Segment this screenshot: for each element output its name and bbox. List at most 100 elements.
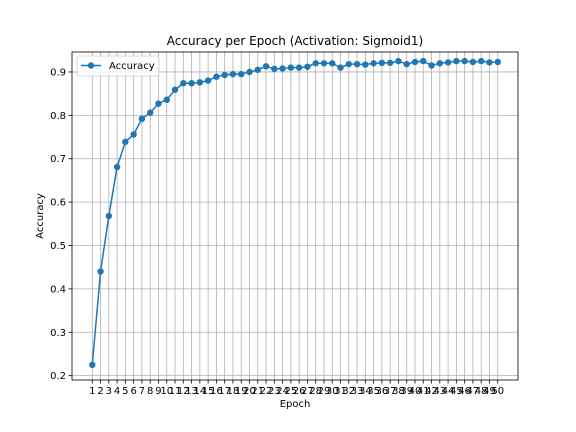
x-tick-label: 1 [89, 386, 95, 397]
y-axis-ticks: 0.2 0.3 0.4 0.5 0.6 0.7 0.8 0.9 [50, 67, 72, 382]
data-point [403, 60, 410, 68]
data-point [453, 57, 460, 65]
data-point [229, 70, 237, 78]
x-tick-label: 18 [227, 386, 240, 397]
data-point [122, 138, 129, 146]
data-point [97, 268, 104, 275]
data-point [477, 57, 485, 65]
data-point [213, 73, 220, 80]
data-point [246, 68, 253, 76]
data-point [428, 62, 435, 69]
data-point [196, 79, 204, 86]
x-tick-label: 28 [309, 386, 322, 397]
x-tick-label: 30 [326, 386, 339, 397]
y-tick-label: 0.6 [50, 198, 66, 209]
data-point [171, 86, 179, 93]
data-point [420, 57, 427, 65]
legend-label-accuracy: Accuracy [109, 61, 155, 72]
data-point [254, 66, 261, 73]
x-tick-label: 39 [400, 386, 413, 397]
x-tick-label: 31 [334, 386, 347, 397]
data-point [494, 58, 501, 66]
x-tick-label: 2 [97, 386, 103, 397]
x-tick-label: 43 [433, 386, 446, 397]
data-point [362, 61, 369, 68]
data-point [411, 58, 419, 66]
x-tick-label: 4 [114, 386, 120, 397]
data-point [238, 70, 245, 78]
y-axis-label: Accuracy [35, 193, 46, 239]
x-axis-ticks: 1 2 3 4 5 6 7 8 91011121314151617181920212223242… [89, 380, 504, 397]
x-tick-label: 26 [293, 386, 306, 397]
x-tick-label: 22 [260, 386, 273, 397]
legend-marker-swatch [87, 62, 95, 69]
y-tick-label: 0.4 [50, 284, 66, 295]
y-tick-label: 0.7 [50, 154, 66, 165]
data-point [337, 64, 344, 71]
x-tick-label: 36 [376, 386, 389, 397]
data-point [113, 163, 121, 171]
x-tick-label: 17 [218, 386, 231, 397]
x-tick-label: 13 [185, 386, 198, 397]
x-tick-label: 23 [268, 386, 281, 397]
data-point [271, 65, 278, 73]
data-point [188, 80, 195, 87]
x-tick-label: 24 [276, 386, 289, 397]
x-tick-label: 40 [409, 386, 422, 397]
x-tick-label: 29 [318, 386, 331, 397]
data-point [130, 131, 137, 138]
x-tick-label: 10 [160, 386, 173, 397]
legend: Accuracy [76, 55, 160, 77]
x-tick-label: 6 [130, 386, 136, 397]
x-tick-label: 42 [425, 386, 438, 397]
x-tick-label: 47 [467, 386, 480, 397]
x-tick-label: 15 [202, 386, 215, 397]
data-point [329, 60, 336, 67]
legend-box [76, 55, 160, 77]
x-tick-label: 38 [392, 386, 405, 397]
data-point [312, 60, 319, 67]
x-tick-label: 21 [251, 386, 264, 397]
data-point [204, 77, 212, 84]
x-tick-label: 27 [301, 386, 314, 397]
x-tick-label: 7 [139, 386, 145, 397]
x-tick-label: 16 [210, 386, 223, 397]
y-tick-label: 0.2 [50, 371, 66, 382]
y-tick-label: 0.3 [50, 328, 66, 339]
x-tick-label: 41 [417, 386, 430, 397]
data-point [353, 60, 361, 68]
data-point [320, 60, 328, 67]
data-point [163, 96, 170, 103]
y-tick-label: 0.8 [50, 111, 66, 122]
data-point [180, 80, 187, 87]
data-point [89, 361, 96, 369]
data-point [486, 59, 493, 66]
x-tick-label: 45 [450, 386, 463, 397]
x-tick-label: 50 [491, 386, 504, 397]
data-point [370, 60, 377, 67]
x-tick-label: 19 [235, 386, 248, 397]
x-tick-label: 32 [342, 386, 355, 397]
data-point [304, 63, 311, 70]
series-layer [89, 57, 501, 369]
x-tick-label: 9 [155, 386, 161, 397]
x-tick-label: 34 [359, 386, 372, 397]
x-axis-label: Epoch [280, 399, 311, 410]
data-point [262, 63, 270, 70]
x-tick-label: 46 [458, 386, 471, 397]
data-point [105, 212, 113, 220]
data-point [386, 59, 394, 67]
axes-frame [71, 51, 519, 381]
data-point [444, 59, 452, 66]
data-point [295, 64, 303, 71]
x-tick-label: 37 [384, 386, 397, 397]
x-tick-label: 5 [122, 386, 128, 397]
x-tick-label: 8 [147, 386, 153, 397]
data-point [345, 60, 352, 68]
data-point [395, 57, 402, 65]
data-point [469, 58, 477, 66]
data-point [378, 59, 386, 67]
data-point [138, 115, 146, 123]
x-tick-label: 14 [193, 386, 206, 397]
